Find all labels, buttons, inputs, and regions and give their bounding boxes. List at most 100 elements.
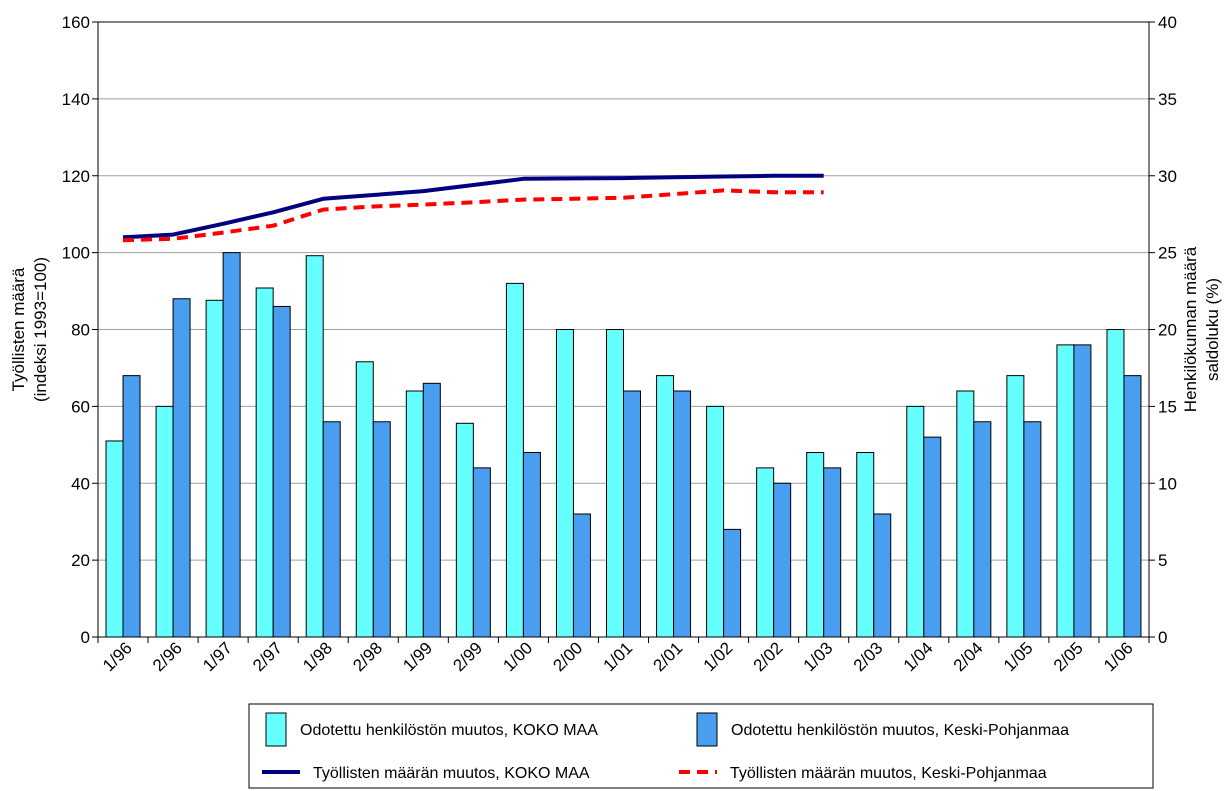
legend-swatch-keski-pohjanmaa [696, 712, 718, 747]
bar-keski-pohjanmaa [723, 528, 742, 638]
right-tick-label: 15 [1158, 397, 1177, 416]
bar-koko-maa [956, 390, 975, 638]
right-axis-title-line2: saldoluku (%) [1203, 278, 1222, 381]
line-koko-maa [122, 173, 824, 240]
right-tick-label: 25 [1158, 244, 1177, 263]
bar-keski-pohjanmaa [372, 421, 391, 638]
left-axis-title: Työllisten määrä (indeksi 1993=100) [9, 257, 50, 402]
bar-koko-maa [606, 329, 624, 638]
bar-koko-maa [255, 287, 274, 638]
legend-label-line-keski-pohjanmaa: Työllisten määrän muutos, Keski-Pohjanma… [730, 765, 1047, 782]
left-tick-label: 140 [62, 90, 90, 109]
right-tick-label: 40 [1158, 13, 1177, 32]
bar-koko-maa [706, 405, 725, 638]
x-tick-label: 2/98 [349, 638, 386, 675]
bar-koko-maa [155, 405, 174, 638]
right-tick-label: 5 [1158, 551, 1167, 570]
x-tick-label: 1/01 [599, 638, 636, 675]
bar-keski-pohjanmaa [122, 375, 141, 638]
right-tick-label: 20 [1158, 321, 1177, 340]
right-tick-label: 35 [1158, 90, 1177, 109]
bar-koko-maa [305, 255, 324, 638]
x-tick-label: 1/00 [499, 638, 536, 675]
bar-keski-pohjanmaa [272, 305, 291, 638]
bar-keski-pohjanmaa [472, 467, 491, 638]
left-tick-label: 160 [62, 13, 90, 32]
bar-keski-pohjanmaa [823, 467, 842, 638]
x-tick-label: 2/05 [1050, 638, 1087, 675]
bar-koko-maa [1006, 375, 1025, 638]
x-tick-label: 1/99 [399, 638, 436, 675]
bar-keski-pohjanmaa [973, 421, 992, 638]
x-tick-label: 1/04 [900, 638, 937, 675]
bar-koko-maa [856, 452, 875, 638]
left-tick-label: 80 [71, 321, 90, 340]
x-tick-label: 2/97 [249, 638, 286, 675]
left-tick-label: 100 [62, 244, 90, 263]
bar-koko-maa [205, 299, 224, 638]
bar-keski-pohjanmaa [773, 482, 792, 638]
bar-koko-maa [906, 405, 925, 638]
bar-koko-maa [105, 440, 124, 638]
legend-label-keski-pohjanmaa: Odotettu henkilöstön muutos, Keski-Pohja… [731, 722, 1069, 739]
left-tick-label: 60 [71, 397, 90, 416]
legend: Odotettu henkilöstön muutos, KOKO MAA Odo… [248, 703, 1154, 789]
x-tick-label: 1/96 [99, 638, 136, 675]
x-tick-label: 2/01 [650, 638, 687, 675]
bar-koko-maa [1056, 344, 1075, 638]
x-tick-label: 2/00 [549, 638, 586, 675]
bar-keski-pohjanmaa [222, 252, 241, 638]
left-axis-title-line2: (indeksi 1993=100) [31, 257, 50, 402]
bar-koko-maa [555, 329, 574, 638]
bars [105, 252, 1142, 638]
bar-koko-maa [505, 282, 524, 638]
legend-label-koko-maa: Odotettu henkilöstön muutos, KOKO MAA [300, 722, 598, 739]
x-tick-label: 1/97 [199, 638, 236, 675]
legend-swatch-koko-maa [265, 712, 287, 747]
x-tick-label: 2/96 [149, 638, 186, 675]
bar-koko-maa [405, 390, 424, 638]
bar-koko-maa [355, 361, 374, 638]
right-axis-title-line1: Henkilökunnan määrä [1181, 246, 1200, 412]
bar-keski-pohjanmaa [172, 298, 191, 638]
bar-keski-pohjanmaa [1073, 344, 1092, 638]
x-tick-label: 1/98 [299, 638, 336, 675]
bar-keski-pohjanmaa [923, 436, 942, 638]
bar-keski-pohjanmaa [522, 452, 541, 638]
bar-koko-maa [756, 467, 775, 638]
right-tick-label: 10 [1158, 474, 1177, 493]
bar-koko-maa [656, 375, 675, 638]
bar-keski-pohjanmaa [623, 390, 641, 638]
x-tick-label: 2/02 [750, 638, 787, 675]
bar-keski-pohjanmaa [422, 382, 441, 638]
bar-keski-pohjanmaa [873, 513, 892, 638]
x-tick-label: 1/03 [800, 638, 837, 675]
lines [122, 173, 824, 243]
left-axis-title-line1: Työllisten määrä [9, 267, 28, 391]
left-tick-label: 40 [71, 474, 90, 493]
left-tick-label: 20 [71, 551, 90, 570]
bar-koko-maa [455, 422, 474, 638]
x-tick-label: 2/99 [449, 638, 486, 675]
right-tick-label: 0 [1158, 628, 1167, 647]
x-tick-label: 2/04 [950, 638, 987, 675]
x-tick-label: 1/02 [700, 638, 737, 675]
bar-keski-pohjanmaa [322, 421, 341, 638]
bar-keski-pohjanmaa [673, 390, 692, 638]
bar-keski-pohjanmaa [1123, 375, 1142, 638]
bar-keski-pohjanmaa [1023, 421, 1042, 638]
bar-keski-pohjanmaa [572, 513, 591, 638]
legend-label-line-koko-maa: Työllisten määrän muutos, KOKO MAA [313, 765, 590, 782]
x-tick-label: 1/05 [1000, 638, 1037, 675]
right-tick-label: 30 [1158, 167, 1177, 186]
bar-koko-maa [1106, 329, 1125, 638]
x-tick-label: 2/03 [850, 638, 887, 675]
x-tick-label: 1/06 [1100, 638, 1137, 675]
line-keski-pohjanmaa [122, 188, 824, 243]
left-tick-label: 120 [62, 167, 90, 186]
right-axis-title: Henkilökunnan määrä saldoluku (%) [1181, 246, 1222, 412]
bar-koko-maa [806, 452, 825, 638]
left-tick-label: 0 [81, 628, 90, 647]
